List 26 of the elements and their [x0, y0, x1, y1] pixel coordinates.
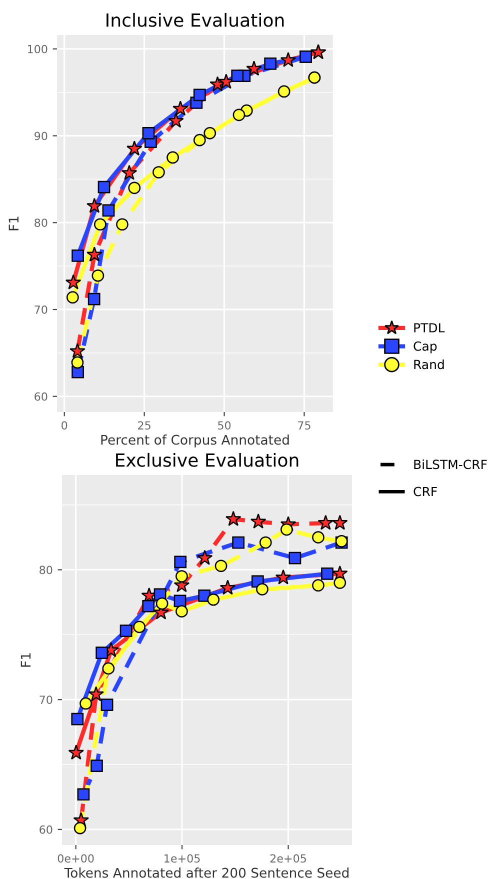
- x-tick-label: 2e+05: [270, 854, 306, 863]
- y-tick-label: 80: [40, 566, 52, 574]
- chart-title: Inclusive Evaluation: [106, 12, 284, 27]
- y-tick-label: 70: [40, 696, 52, 704]
- y-tick-label: 80: [34, 218, 48, 228]
- legend-label: PTDL: [414, 323, 445, 332]
- y-tick-label: 60: [34, 392, 48, 401]
- x-tick-label: 1e+05: [164, 854, 200, 863]
- y-tick-label: 60: [40, 825, 52, 834]
- x-tick-label: 0e+00: [58, 854, 94, 863]
- x-axis-title: Percent of Corpus Annotated: [101, 434, 289, 448]
- y-tick-label: 90: [34, 132, 48, 140]
- x-tick-label: 75: [298, 421, 310, 430]
- x-tick-label: 0: [62, 421, 68, 430]
- chart-title: Exclusive Evaluation: [116, 452, 298, 467]
- x-tick-label: 50: [218, 421, 231, 430]
- legend-label: Cap: [414, 341, 437, 354]
- legend-label: Rand: [414, 360, 444, 370]
- text: CRF: [414, 486, 437, 496]
- y-tick-label: 70: [34, 305, 48, 314]
- y-axis-title: F1: [20, 653, 31, 667]
- y-axis-title: F1: [8, 216, 18, 230]
- y-tick-label: 100: [28, 44, 48, 54]
- x-axis-title: Tokens Annotated after 200 Sentence Seed: [64, 868, 348, 878]
- text: BiLSTM-CRF: [414, 459, 487, 470]
- x-tick-label: 25: [138, 421, 150, 430]
